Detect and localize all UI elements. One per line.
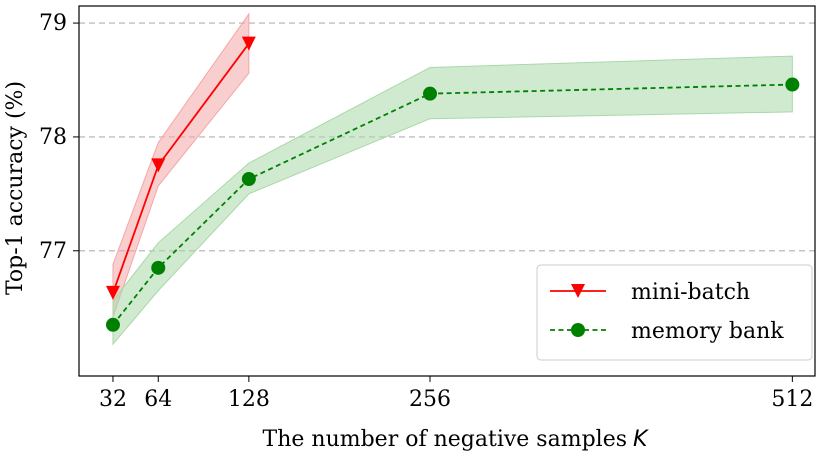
- x-axis-title-variable: K: [633, 427, 649, 452]
- x-tick-label: 256: [409, 387, 451, 412]
- point-memory-bank: [785, 77, 800, 92]
- legend-label-mini-batch: mini-batch: [631, 280, 750, 305]
- axis-ticks: 77 78 79 32 64 128 256 512: [39, 11, 813, 412]
- grid-lines: [79, 22, 815, 252]
- plot-frame: [78, 5, 816, 377]
- legend-marker-memory-bank: [571, 323, 585, 337]
- band-mini-batch: [112, 12, 250, 317]
- x-tick-label: 32: [99, 387, 127, 412]
- legend-label-memory-bank: memory bank: [631, 319, 784, 344]
- point-mini-batch: [105, 285, 120, 300]
- x-axis-title-text: The number of negative samples: [263, 427, 627, 452]
- y-tick-label: 77: [39, 239, 67, 264]
- legend: mini-batch memory bank: [536, 264, 813, 361]
- y-axis-title: Top-1 accuracy (%): [3, 81, 28, 295]
- point-mini-batch: [241, 36, 256, 51]
- point-memory-bank: [423, 86, 438, 101]
- point-memory-bank: [151, 260, 166, 275]
- y-tick-label: 78: [39, 125, 67, 150]
- y-tick-label: 79: [39, 11, 67, 36]
- x-tick-label: 64: [144, 387, 172, 412]
- x-axis-title: The number of negative samples K: [263, 427, 649, 452]
- band-memory-bank: [112, 55, 793, 346]
- x-tick-label: 512: [771, 387, 813, 412]
- point-memory-bank: [105, 317, 120, 332]
- point-memory-bank: [241, 172, 256, 187]
- legend-marker-mini-batch: [571, 284, 585, 298]
- x-tick-label: 128: [228, 387, 270, 412]
- legend-box: [536, 264, 813, 361]
- point-mini-batch: [151, 158, 166, 173]
- series-markers: [105, 36, 800, 332]
